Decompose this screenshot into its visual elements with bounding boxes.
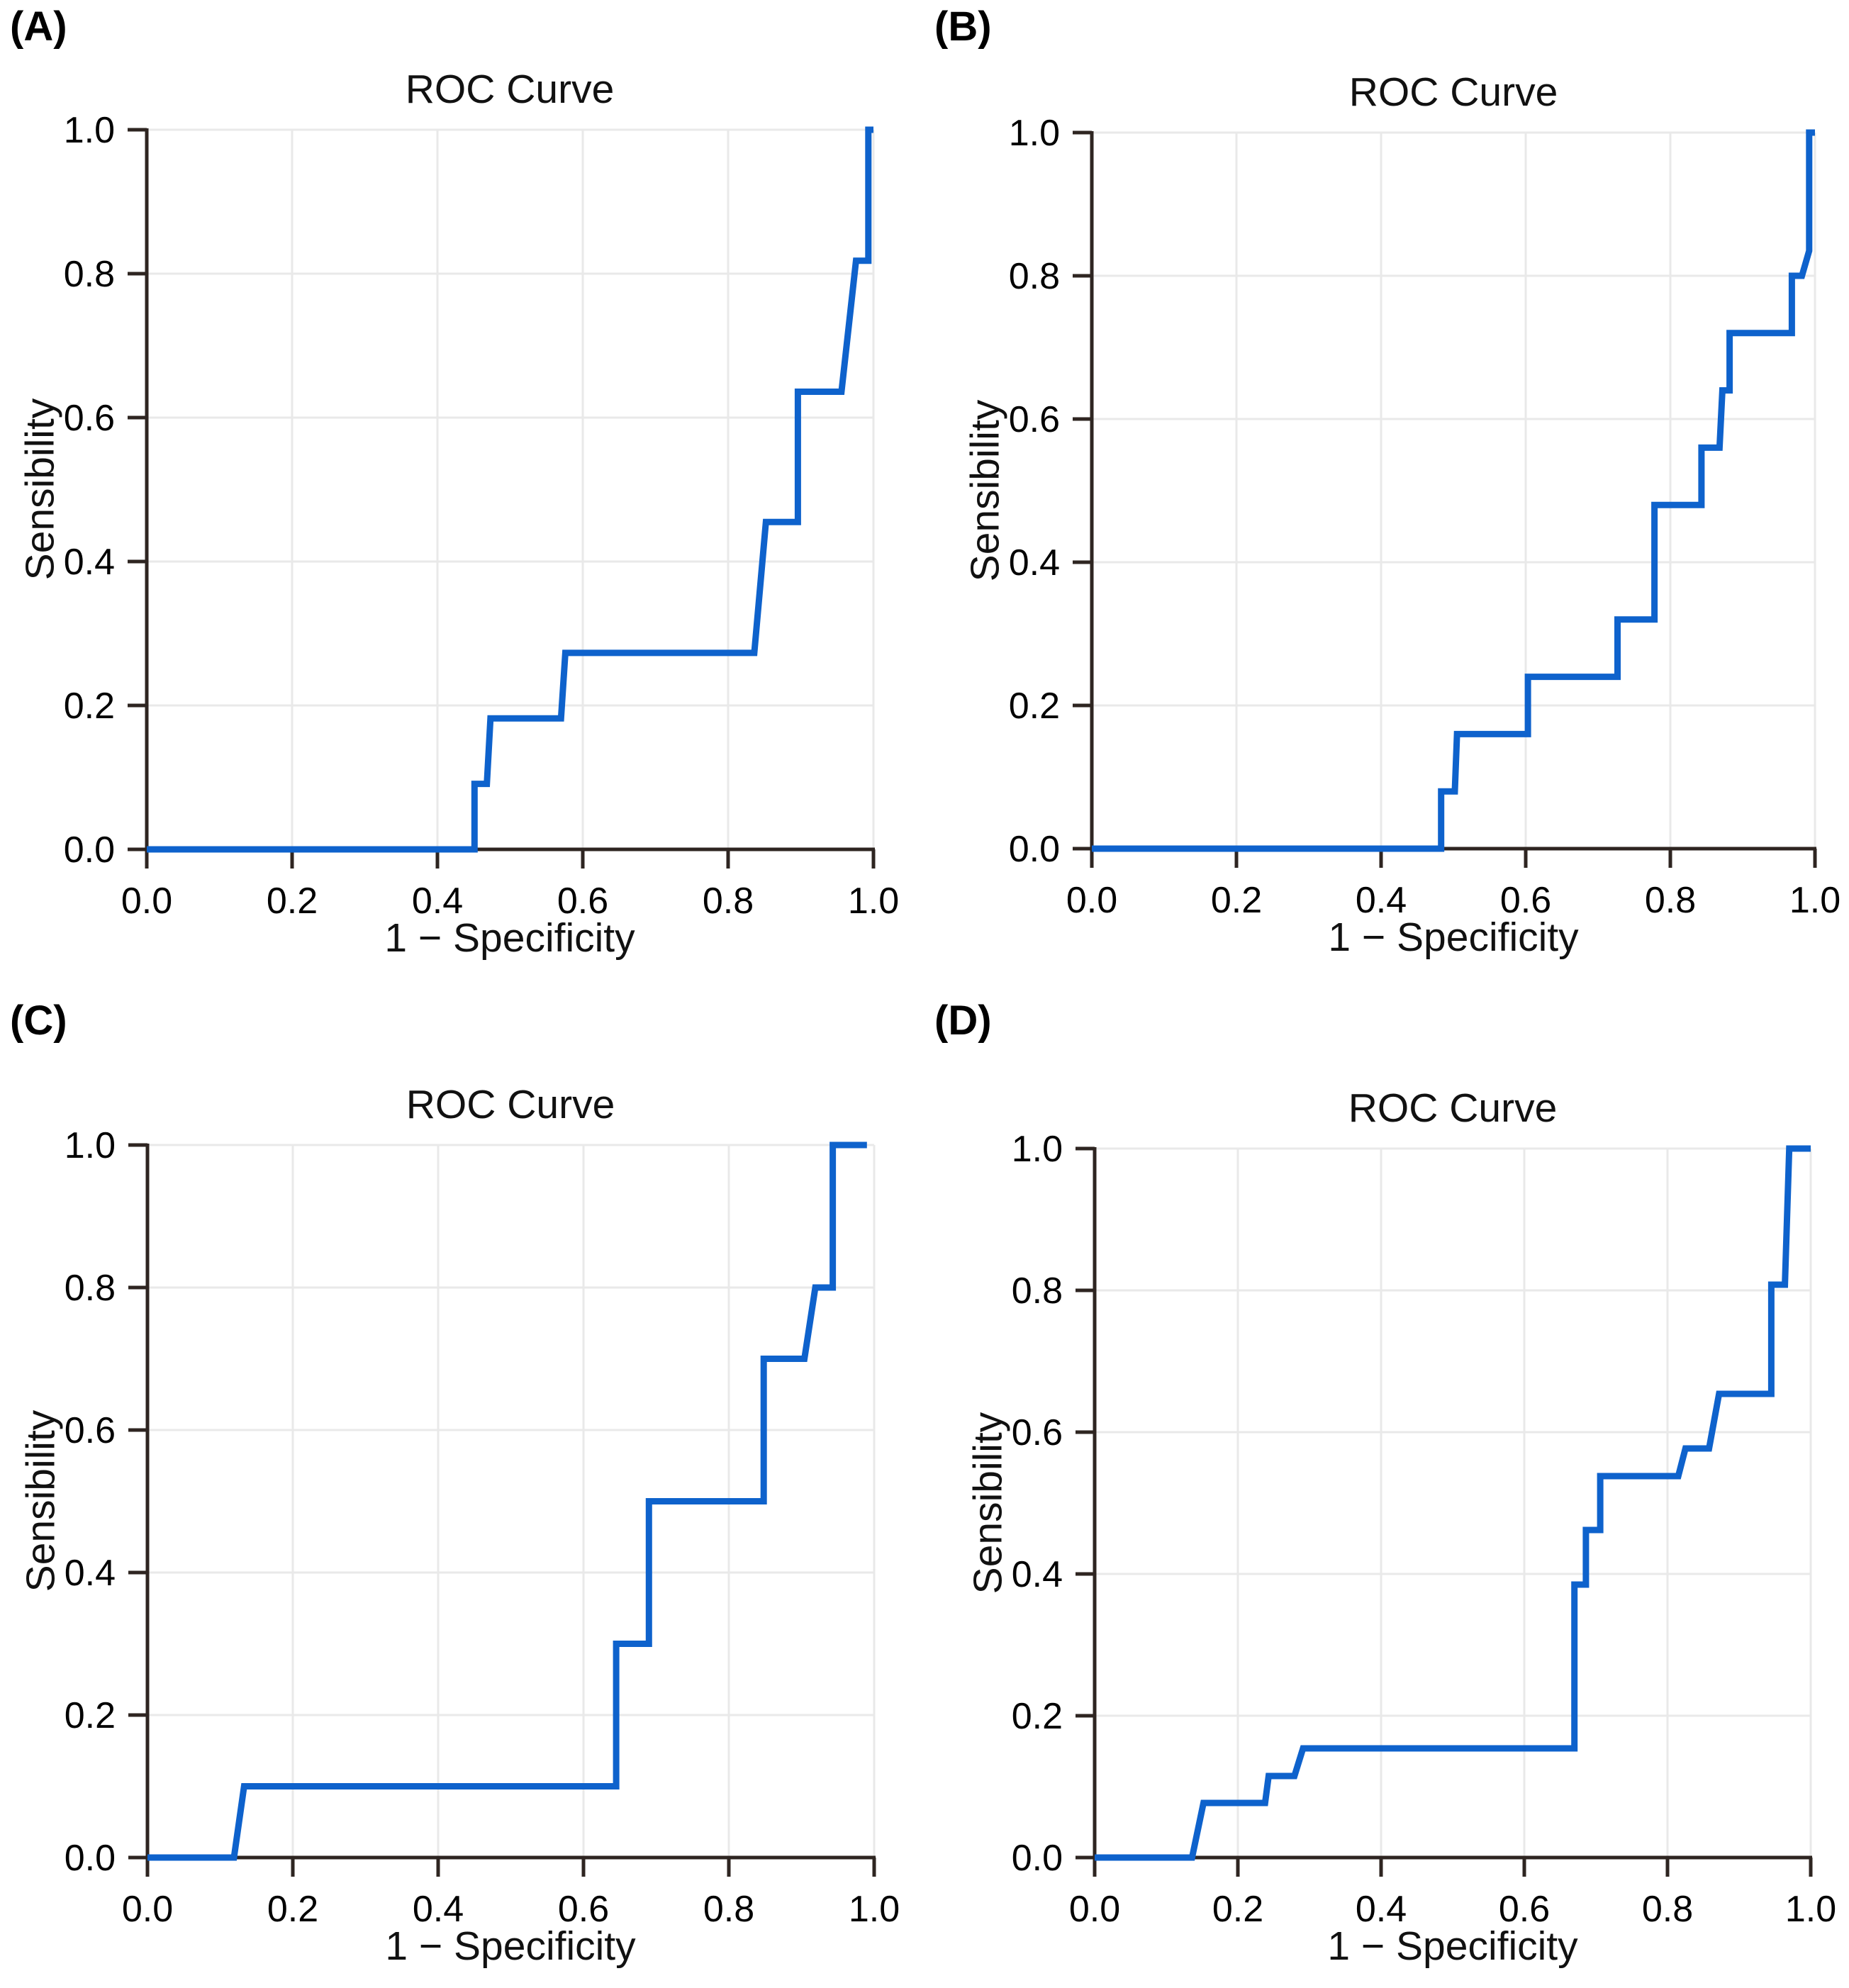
- svg-text:0.2: 0.2: [1212, 1889, 1263, 1930]
- svg-text:0.0: 0.0: [121, 881, 172, 922]
- x-axis-label-a: 1 − Specificity: [384, 915, 635, 961]
- svg-text:0.2: 0.2: [1211, 880, 1262, 921]
- svg-text:0.8: 0.8: [65, 1268, 116, 1309]
- svg-text:0.8: 0.8: [703, 881, 754, 922]
- svg-text:1.0: 1.0: [848, 881, 899, 922]
- roc-panel-b: (B) ROC Curve 0.0 0.2 0.4 0.6 0.8 1.0 0.0 0.2 0.…: [924, 0, 1849, 993]
- svg-text:0.4: 0.4: [64, 542, 115, 583]
- svg-text:0.8: 0.8: [1642, 1889, 1693, 1930]
- svg-text:0.4: 0.4: [412, 881, 463, 922]
- svg-text:0.0: 0.0: [1012, 1838, 1063, 1879]
- svg-text:0.6: 0.6: [1500, 880, 1551, 921]
- roc-plot-b: 0.0 0.2 0.4 0.6 0.8 1.0 0.0 0.2 0.4 0.6 0.8 1.0: [1009, 113, 1840, 921]
- y-axis-label-c: Sensibility: [18, 1409, 64, 1592]
- panel-label-d: (D): [934, 998, 992, 1044]
- chart-title-c: ROC Curve: [406, 1082, 615, 1127]
- panel-label-a: (A): [10, 4, 67, 50]
- svg-text:0.6: 0.6: [558, 1889, 609, 1930]
- svg-text:0.2: 0.2: [1009, 686, 1060, 727]
- svg-text:0.6: 0.6: [1009, 399, 1060, 440]
- roc-panel-a: (A) ROC Curve 0.0 0.2 0.4 0.6 0.8 1.0 0.0 0.2 0.…: [0, 0, 924, 993]
- svg-text:0.0: 0.0: [65, 1838, 116, 1879]
- svg-text:0.2: 0.2: [267, 881, 318, 922]
- svg-text:0.6: 0.6: [1012, 1412, 1063, 1453]
- svg-text:1.0: 1.0: [1789, 880, 1840, 921]
- svg-text:0.2: 0.2: [65, 1695, 116, 1736]
- svg-text:0.6: 0.6: [64, 398, 115, 439]
- svg-text:0.4: 0.4: [65, 1553, 116, 1594]
- svg-text:0.0: 0.0: [1069, 1889, 1120, 1930]
- svg-text:0.4: 0.4: [1356, 880, 1407, 921]
- svg-text:0.0: 0.0: [1066, 880, 1117, 921]
- svg-text:0.0: 0.0: [1009, 829, 1060, 870]
- x-axis-label-d: 1 − Specificity: [1327, 1923, 1578, 1969]
- x-axis-label-b: 1 − Specificity: [1328, 915, 1579, 960]
- svg-text:0.4: 0.4: [1356, 1889, 1407, 1930]
- roc-plot-c: 0.0 0.2 0.4 0.6 0.8 1.0 0.0 0.2 0.4 0.6 0.8 1.0: [65, 1125, 900, 1930]
- y-axis-label-d: Sensibility: [965, 1412, 1011, 1595]
- svg-text:1.0: 1.0: [64, 110, 115, 151]
- svg-text:1.0: 1.0: [1012, 1129, 1063, 1170]
- svg-text:0.4: 0.4: [1012, 1554, 1063, 1595]
- y-axis-label-a: Sensibility: [17, 398, 63, 581]
- svg-text:0.4: 0.4: [413, 1889, 464, 1930]
- roc-plot-d: 0.0 0.2 0.4 0.6 0.8 1.0 0.0 0.2 0.4 0.6 0.8 1.0: [1012, 1129, 1836, 1930]
- svg-text:1.0: 1.0: [849, 1889, 900, 1930]
- svg-text:0.6: 0.6: [1499, 1889, 1550, 1930]
- svg-text:0.6: 0.6: [65, 1410, 116, 1451]
- svg-text:1.0: 1.0: [1009, 113, 1060, 154]
- svg-text:0.8: 0.8: [1645, 880, 1696, 921]
- svg-text:0.2: 0.2: [1012, 1696, 1063, 1737]
- roc-panel-d: (D) ROC Curve 0.0 0.2 0.4 0.6 0.8 1.0 0.0 0.2 0.…: [924, 993, 1849, 1988]
- y-axis-label-b: Sensibility: [962, 399, 1008, 582]
- svg-text:0.4: 0.4: [1009, 542, 1060, 583]
- panel-label-c: (C): [10, 998, 67, 1044]
- svg-text:0.8: 0.8: [703, 1889, 754, 1930]
- svg-text:0.2: 0.2: [267, 1889, 318, 1930]
- svg-text:0.2: 0.2: [64, 686, 115, 727]
- svg-text:0.0: 0.0: [122, 1889, 173, 1930]
- svg-text:1.0: 1.0: [1785, 1889, 1836, 1930]
- chart-title-d: ROC Curve: [1348, 1085, 1558, 1131]
- svg-text:1.0: 1.0: [65, 1125, 116, 1166]
- roc-panel-c: (C) ROC Curve 0.0 0.2 0.4 0.6 0.8 1.0 0.0 0.2 0.…: [0, 993, 924, 1988]
- svg-text:0.8: 0.8: [1012, 1271, 1063, 1312]
- roc-plot-a: 0.0 0.2 0.4 0.6 0.8 1.0 0.0 0.2 0.4 0.6 0.8 1.0: [64, 110, 899, 922]
- x-axis-label-c: 1 − Specificity: [385, 1923, 636, 1969]
- svg-text:0.8: 0.8: [1009, 256, 1060, 297]
- svg-text:0.6: 0.6: [557, 881, 608, 922]
- panel-label-b: (B): [934, 4, 992, 50]
- chart-title-a: ROC Curve: [405, 67, 615, 112]
- svg-text:0.0: 0.0: [64, 830, 115, 871]
- chart-title-b: ROC Curve: [1348, 69, 1558, 115]
- svg-text:0.8: 0.8: [64, 254, 115, 295]
